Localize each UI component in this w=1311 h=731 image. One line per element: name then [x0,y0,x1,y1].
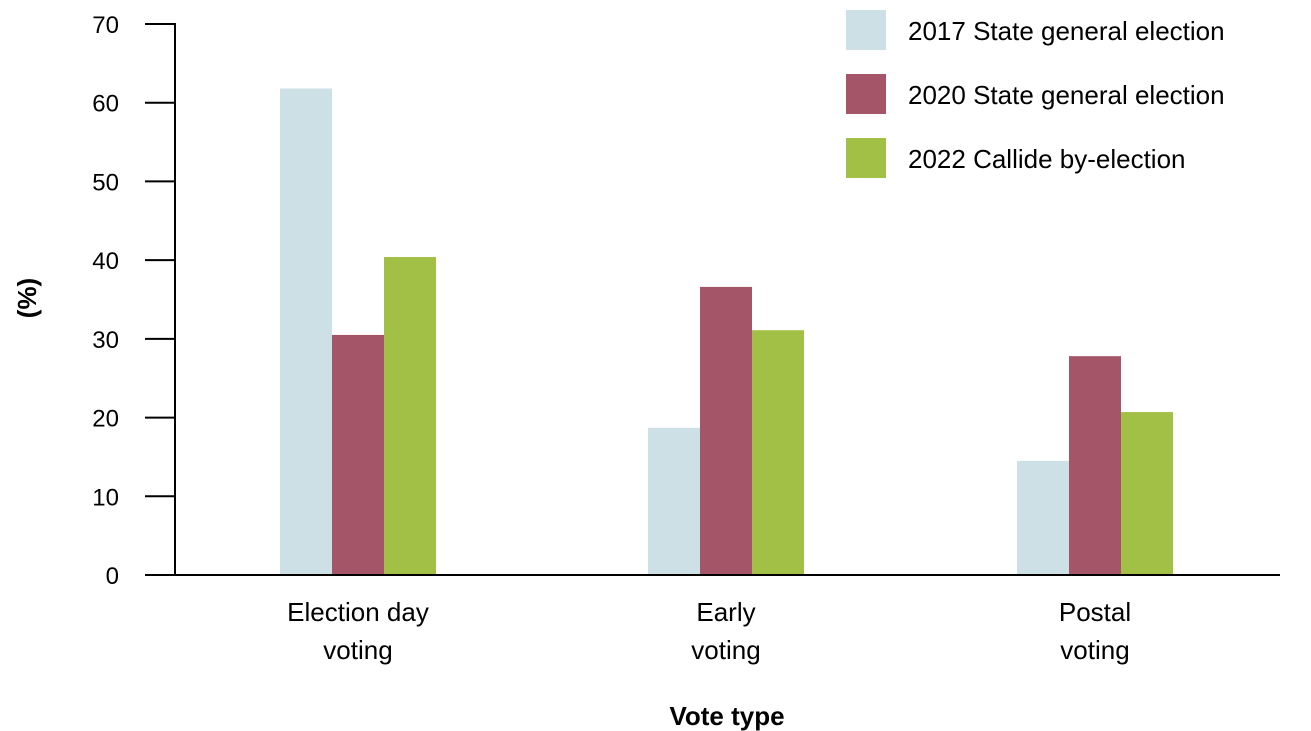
y-tick-label: 50 [92,169,119,196]
x-category-label: Postal [1059,597,1131,627]
legend-label: 2022 Callide by-election [908,144,1186,174]
y-tick-label: 10 [92,484,119,511]
bars [280,88,1173,575]
bar [384,256,436,575]
y-axis-ticks: 0 10 20 30 40 50 60 70 [92,12,175,590]
bar [1069,356,1121,575]
x-category-label: Election day [287,597,429,627]
bar [1017,460,1069,575]
x-category-label: voting [1060,635,1129,665]
bar [1121,412,1173,575]
bar [280,88,332,575]
legend-swatch [846,74,886,114]
y-axis-title: (%) [12,278,42,318]
bar [648,427,700,575]
y-tick-label: 60 [92,91,119,118]
x-axis-category-labels: Election day voting Early voting Postal votin… [287,597,1131,665]
bar [700,286,752,575]
y-tick-label: 70 [92,12,119,39]
x-category-label: voting [691,635,760,665]
legend-swatch [846,10,886,50]
bar [752,330,804,575]
y-tick-label: 0 [106,563,119,590]
legend-label: 2020 State general election [908,80,1225,110]
bar [332,334,384,575]
legend-label: 2017 State general election [908,16,1225,46]
y-tick-label: 30 [92,327,119,354]
y-tick-label: 40 [92,248,119,275]
y-tick-label: 20 [92,406,119,433]
legend-swatch [846,138,886,178]
x-category-label: voting [323,635,392,665]
x-axis-title: Vote type [669,701,784,731]
x-category-label: Early [696,597,755,627]
legend: 2017 State general election 2020 State ge… [846,10,1225,178]
